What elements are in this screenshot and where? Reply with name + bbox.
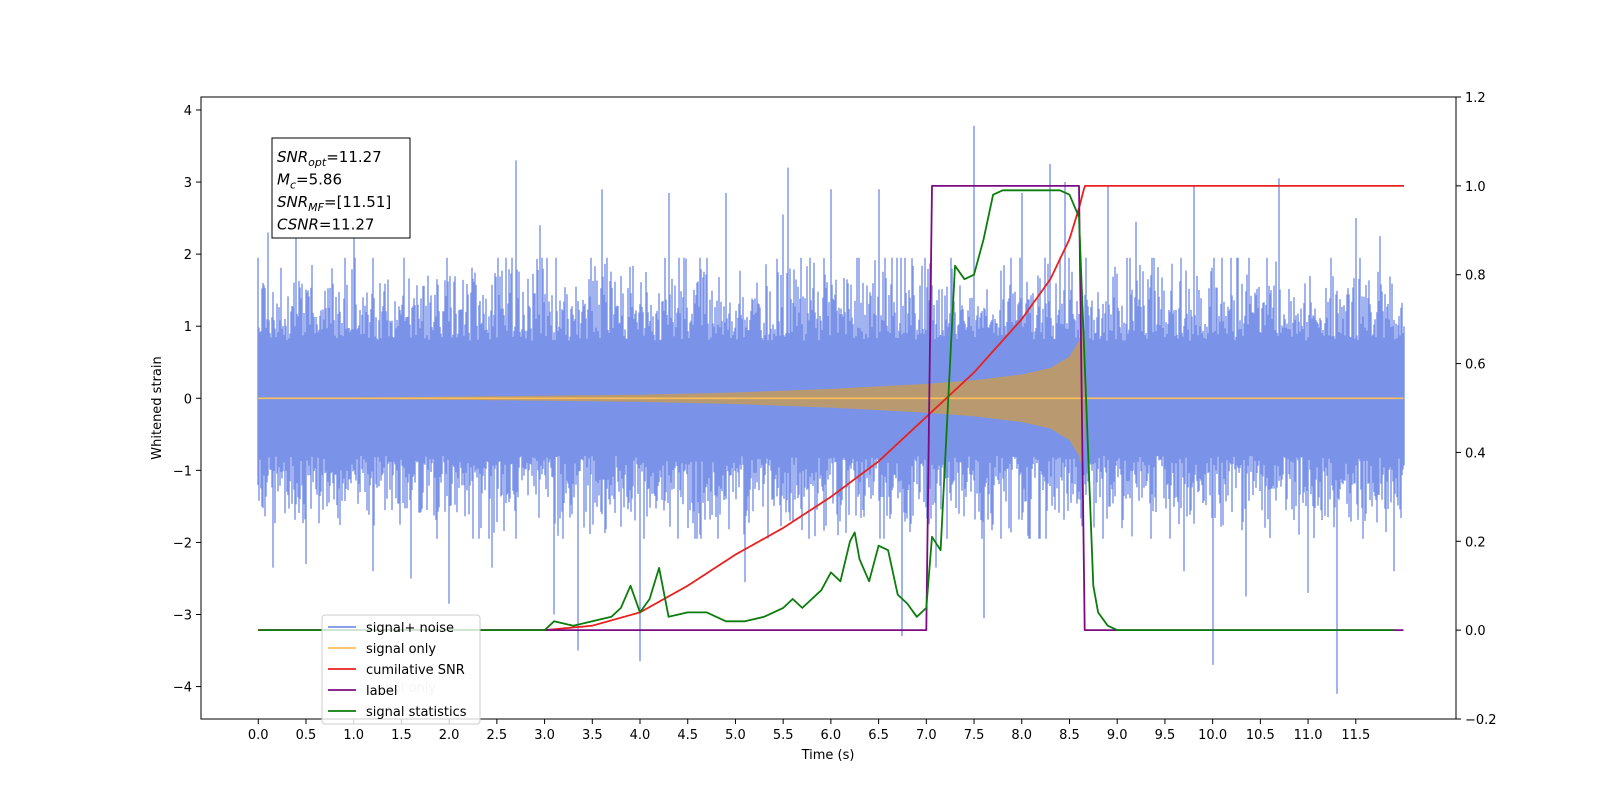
x-axis: 0.0 0.5 1.0 1.5 2.0 2.5 3.0 3.5 4.0 4.5 5.0 5.5 6.0 6… [248,719,1370,743]
plot-frame [200,96,1457,720]
x-tick-label: 3.0 [534,728,555,743]
y-tick-label: 3 [184,176,192,191]
annotation-value: =11.27 [326,148,382,166]
x-axis-label: Time (s) [801,748,855,763]
x-tick-label: 2.0 [439,728,460,743]
annotation-value: =11.27 [319,216,375,234]
x-tick-label: 10.0 [1198,728,1227,743]
x-tick-label: 4.5 [677,728,698,743]
annotation-box: SNRopt=11.27Mc=5.86SNRMF=[11.51]CSNR=11.… [271,137,411,239]
x-tick-label: 5.5 [773,728,794,743]
x-tick-label: 0.0 [248,728,269,743]
y-tick-label: −1 [173,464,192,479]
y-right-tick-label: 0.6 [1465,358,1486,373]
annotation-frame [271,137,411,239]
legend-label: label [366,684,397,699]
annotation-subscript: opt [308,156,327,169]
x-tick-label: 6.5 [868,728,889,743]
y-tick-label: −4 [173,681,192,696]
annotation-symbol: SNR [277,148,308,166]
y-right-tick-label: 0.8 [1465,269,1486,284]
y-right-tick-label: 0.4 [1465,446,1486,461]
x-tick-label: 7.0 [916,728,937,743]
x-tick-label: 10.5 [1246,728,1275,743]
x-tick-label: 5.0 [725,728,746,743]
x-tick-label: 8.0 [1011,728,1032,743]
y-tick-label: 4 [184,104,192,119]
y-tick-label: 2 [184,248,192,263]
series-signal-statistics [258,189,1394,631]
annotation-line: CSNR=11.27 [277,216,374,234]
y-right-tick-label: 1.0 [1465,180,1486,195]
series-layer [257,125,1405,694]
x-tick-label: 2.5 [487,728,508,743]
x-tick-label: 8.5 [1059,728,1080,743]
y-right-tick-label: 0.2 [1465,535,1486,550]
x-tick-label: 6.0 [821,728,842,743]
legend-label: signal only [366,642,436,657]
y-right-tick-label: −0.2 [1465,713,1497,728]
annotation-symbol: SNR [277,193,308,211]
x-tick-label: 1.5 [391,728,412,743]
legend-label: signal+ noise [366,621,454,636]
annotation-line: SNRopt=11.27 [277,148,382,169]
y-right-tick-label: 0.0 [1465,624,1486,639]
annotation-value: =5.86 [296,171,342,189]
y-axis-left: 4 3 2 1 0 −1 −2 −3 −4 [173,104,201,696]
annotation-subscript: c [290,179,296,192]
annotation-line: SNRMF=[11.51] [277,193,391,214]
y-tick-label: −2 [173,536,192,551]
y-axis-right: 1.2 1.0 0.8 0.6 0.4 0.2 0.0 −0.2 [1456,91,1497,728]
x-tick-label: 11.5 [1341,728,1370,743]
x-tick-label: 0.5 [296,728,317,743]
legend-frame [321,614,481,725]
legend-label: cumilative SNR [366,663,465,678]
y-tick-label: 1 [184,320,192,335]
y-tick-label: −3 [173,608,192,623]
annotation-symbol: CSNR [277,216,319,234]
y-axis-label: Whitened strain [150,356,165,459]
y-right-tick-label: 1.2 [1465,91,1486,106]
annotation-subscript: MF [308,201,324,214]
x-tick-label: 11.0 [1294,728,1323,743]
x-tick-label: 9.0 [1107,728,1128,743]
y-tick-label: 0 [184,392,192,407]
legend-label: signal statistics [366,705,467,720]
x-tick-label: 9.5 [1155,728,1176,743]
annotation-value: =[11.51] [324,193,391,211]
x-tick-label: 3.5 [582,728,603,743]
x-tick-label: 1.0 [343,728,364,743]
annotation-line: Mc=5.86 [277,171,342,192]
x-tick-label: 7.5 [964,728,985,743]
annotation-symbol: M [277,171,290,189]
x-tick-label: 4.0 [630,728,651,743]
